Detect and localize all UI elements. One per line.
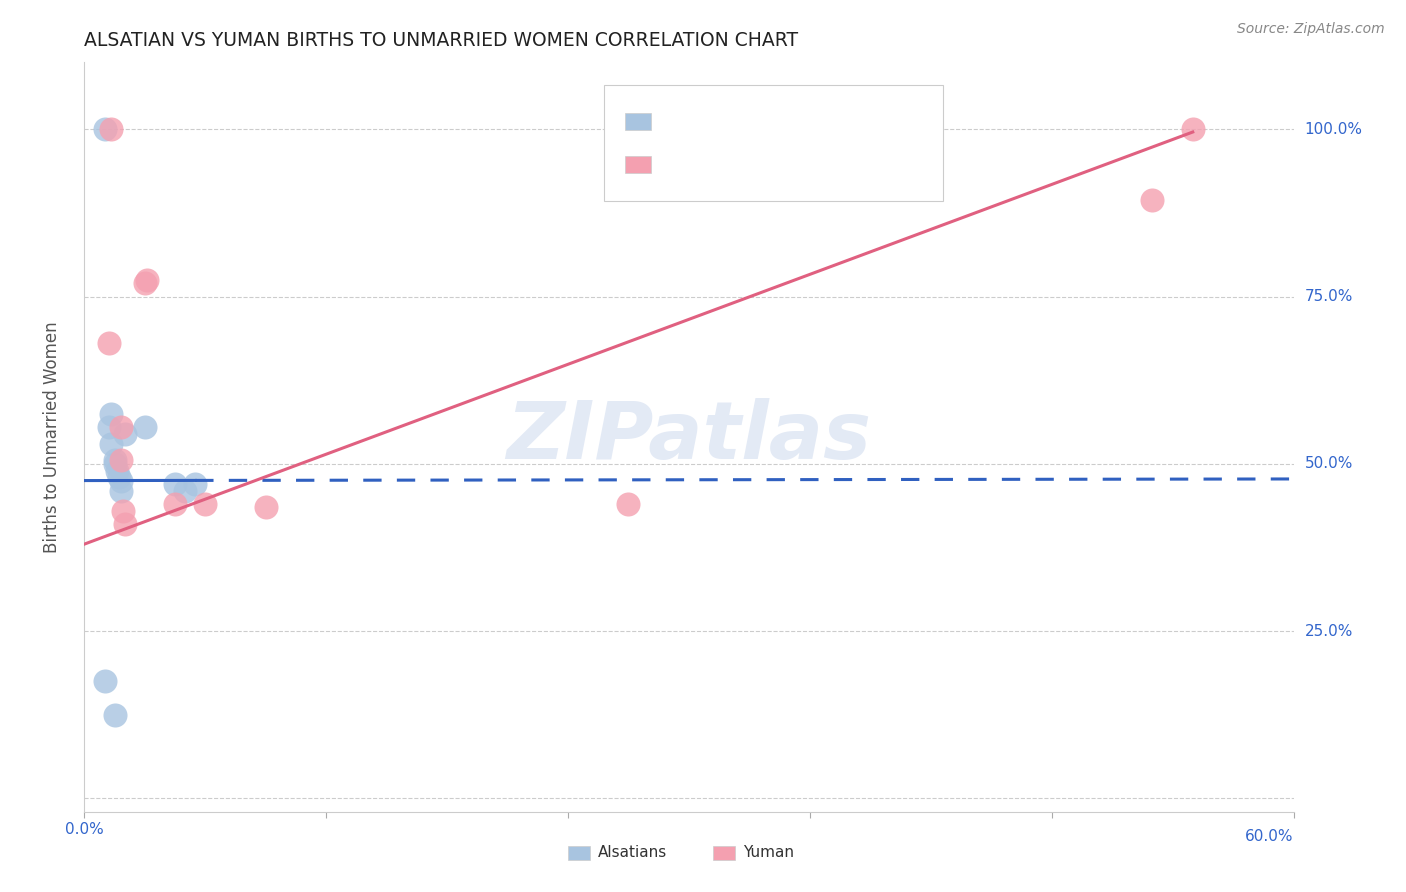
Text: 14: 14	[838, 156, 863, 174]
Text: N =: N =	[792, 156, 828, 174]
Point	[617, 497, 640, 511]
Point	[93, 122, 115, 136]
Text: 50.0%: 50.0%	[1305, 457, 1353, 471]
Text: R =: R =	[661, 112, 697, 130]
Point	[165, 497, 187, 511]
Text: 100.0%: 100.0%	[1305, 122, 1362, 136]
Text: ZIPatlas: ZIPatlas	[506, 398, 872, 476]
Y-axis label: Births to Unmarried Women: Births to Unmarried Women	[42, 321, 60, 553]
Text: Alsatians: Alsatians	[599, 846, 668, 861]
Text: Source: ZipAtlas.com: Source: ZipAtlas.com	[1237, 22, 1385, 37]
Bar	[713, 847, 735, 860]
Text: 25.0%: 25.0%	[1305, 624, 1353, 639]
Point	[114, 426, 136, 441]
Text: N =: N =	[792, 112, 828, 130]
Point	[174, 483, 197, 498]
Point	[97, 336, 120, 351]
Point	[100, 407, 122, 421]
Point	[93, 674, 115, 689]
Point	[165, 476, 187, 491]
Point	[134, 277, 156, 291]
Point	[110, 420, 132, 434]
FancyBboxPatch shape	[605, 85, 943, 201]
Text: 12: 12	[838, 112, 863, 130]
Point	[100, 122, 122, 136]
Point	[104, 707, 127, 722]
Point	[100, 437, 122, 451]
Point	[111, 503, 134, 517]
Text: R =: R =	[661, 156, 703, 174]
Point	[97, 420, 120, 434]
Point	[104, 453, 127, 467]
Text: Yuman: Yuman	[744, 846, 794, 861]
Point	[114, 517, 136, 532]
Point	[104, 457, 127, 471]
Point	[184, 476, 207, 491]
Point	[134, 420, 156, 434]
Text: 0.618: 0.618	[710, 156, 766, 174]
Point	[135, 273, 157, 287]
Text: 75.0%: 75.0%	[1305, 289, 1353, 304]
Point	[105, 464, 128, 478]
Bar	[624, 156, 651, 173]
Point	[110, 453, 132, 467]
Bar	[624, 113, 651, 129]
Text: 60.0%: 60.0%	[1246, 829, 1294, 844]
Point	[110, 474, 132, 488]
Point	[107, 470, 129, 484]
Point	[110, 483, 132, 498]
Point	[1181, 122, 1204, 136]
Point	[1142, 193, 1164, 207]
Text: 0.007: 0.007	[710, 112, 766, 130]
Text: ALSATIAN VS YUMAN BIRTHS TO UNMARRIED WOMEN CORRELATION CHART: ALSATIAN VS YUMAN BIRTHS TO UNMARRIED WO…	[84, 30, 799, 50]
Bar	[568, 847, 589, 860]
Point	[194, 497, 217, 511]
Point	[254, 500, 277, 515]
